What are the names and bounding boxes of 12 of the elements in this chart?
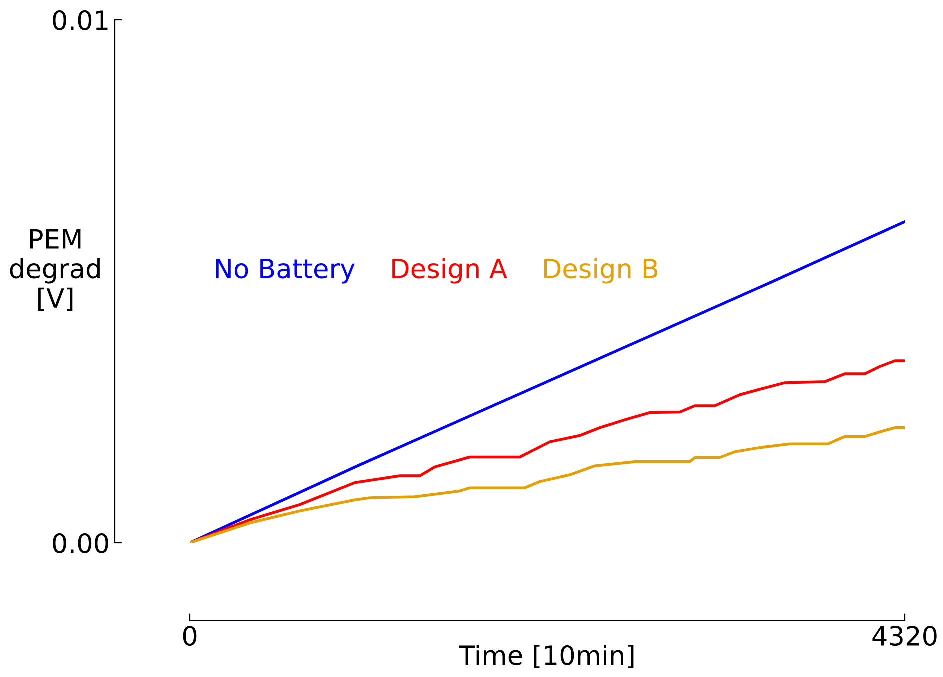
x-tick-label: 0 [183, 626, 197, 646]
y-axis-title: PEM degrad [V] [10, 230, 100, 312]
line-series [190, 220, 905, 543]
y-tick-label: 0.00 [53, 533, 108, 554]
text: Design B [544, 258, 658, 284]
x-tick-label: 4320 [872, 626, 937, 646]
text: Design A [392, 258, 508, 284]
y-tick-label: 0.01 [53, 10, 108, 30]
line-series [190, 426, 905, 543]
line-series [190, 360, 905, 543]
text: No Battery [216, 259, 355, 284]
x-axis-title: Time [10min] [458, 644, 634, 669]
